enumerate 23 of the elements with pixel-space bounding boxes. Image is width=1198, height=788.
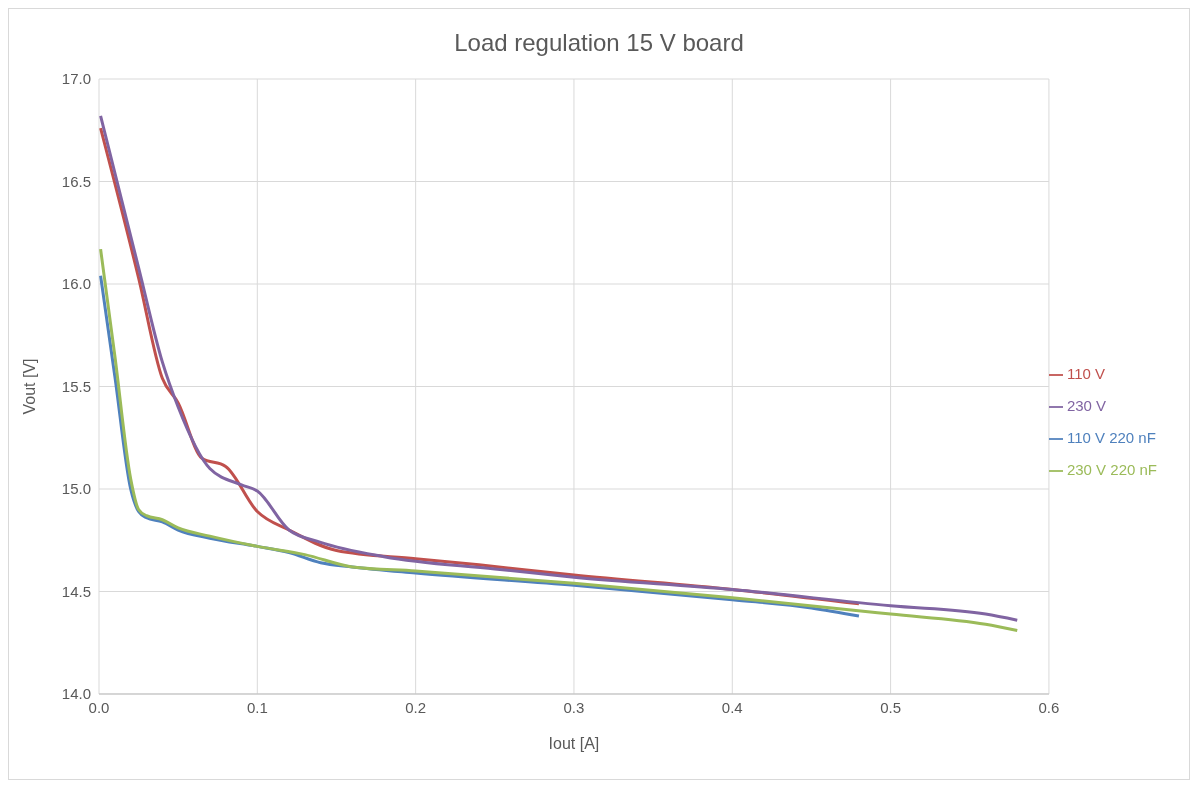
legend-label: 110 V 220 nF: [1066, 428, 1156, 446]
y-tick-label: 15.0: [61, 480, 91, 498]
x-tick-label: 0.4: [721, 698, 743, 716]
x-tick-label: 0.6: [1038, 698, 1060, 716]
y-tick-label: 14.0: [61, 685, 91, 703]
x-tick-label: 0.5: [880, 698, 902, 716]
x-tick-label: 0.2: [405, 698, 427, 716]
legend-label: 110 V: [1066, 364, 1106, 382]
x-tick-label: 0.0: [88, 698, 110, 716]
x-tick-label: 0.1: [246, 698, 268, 716]
y-axis-title: Vout [V]: [20, 358, 38, 415]
x-tick-label: 0.3: [563, 698, 585, 716]
x-axis-title: Iout [A]: [548, 735, 600, 752]
chart-title: Load regulation 15 V board: [453, 28, 745, 58]
legend-label: 230 V: [1066, 396, 1107, 414]
y-tick-label: 16.0: [61, 275, 91, 293]
line-series: [99, 247, 1019, 632]
y-tick-label: 14.5: [61, 582, 91, 600]
y-tick-label: 16.5: [61, 172, 91, 190]
y-tick-label: 17.0: [61, 70, 91, 88]
y-tick-label: 15.5: [61, 377, 91, 395]
legend-label: 230 V 220 nF: [1066, 460, 1157, 478]
line-series: [99, 114, 1019, 622]
